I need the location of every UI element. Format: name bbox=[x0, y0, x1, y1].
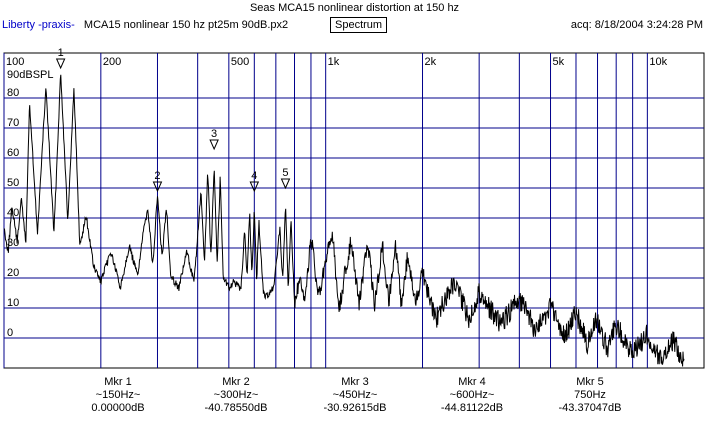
marker-readout-name: Mkr 4 bbox=[458, 376, 486, 388]
marker-label: 3 bbox=[211, 128, 217, 140]
marker-readout-name: Mkr 5 bbox=[576, 376, 604, 388]
file-name: MCA15 nonlinear 150 hz pt25m 90dB.px2 bbox=[83, 19, 289, 31]
marker-triangle bbox=[280, 178, 291, 190]
marker-triangle bbox=[249, 181, 260, 193]
view-badge[interactable]: Spectrum bbox=[330, 17, 388, 33]
marker-readout-value: 0.00000dB bbox=[91, 402, 145, 414]
y-tick-label: 10 bbox=[7, 297, 19, 309]
marker-readout-value: -44.81122dB bbox=[440, 402, 504, 414]
marker-readout-freq: ~150Hz~ bbox=[95, 389, 141, 401]
x-tick-label: 2k bbox=[425, 56, 437, 68]
marker-readout-name: Mkr 2 bbox=[222, 376, 250, 388]
chart-title: Seas MCA15 nonlinear distortion at 150 h… bbox=[249, 2, 460, 14]
acquisition-timestamp: acq: 8/18/2004 3:24:28 PM bbox=[570, 19, 703, 31]
marker-readout-2: Mkr 2 ~300Hz~ -40.78550dB bbox=[181, 376, 291, 415]
marker-readout-3: Mkr 3 ~450Hz~ -30.92615dB bbox=[300, 376, 410, 415]
marker-readout-name: Mkr 3 bbox=[341, 376, 369, 388]
y-axis-label: 90dBSPL bbox=[7, 69, 53, 81]
marker-readout-value: -40.78550dB bbox=[204, 402, 268, 414]
marker-label: 5 bbox=[282, 167, 288, 179]
marker-readout-value: -30.92615dB bbox=[323, 402, 387, 414]
x-tick-label: 10k bbox=[649, 56, 667, 68]
x-tick-label: 500 bbox=[231, 56, 249, 68]
y-tick-label: 40 bbox=[7, 207, 19, 219]
y-tick-label: 20 bbox=[7, 267, 19, 279]
marker-triangle bbox=[209, 139, 219, 151]
header-left: Liberty -praxis- MCA15 nonlinear 150 hz … bbox=[2, 19, 288, 31]
marker-readout-freq: 750Hz bbox=[574, 389, 606, 401]
marker-readout-freq: ~450Hz~ bbox=[332, 389, 378, 401]
y-tick-label: 70 bbox=[7, 117, 19, 129]
marker-readout-5: Mkr 5 750Hz -43.37047dB bbox=[535, 376, 645, 415]
y-tick-label: 0 bbox=[7, 327, 13, 339]
y-tick-label: 60 bbox=[7, 147, 19, 159]
marker-readout-freq: ~300Hz~ bbox=[213, 389, 259, 401]
marker-readout-value: -43.37047dB bbox=[558, 402, 622, 414]
marker-triangle bbox=[55, 58, 66, 70]
y-tick-label: 30 bbox=[7, 237, 19, 249]
marker-readout-name: Mkr 1 bbox=[104, 376, 132, 388]
marker-label: 2 bbox=[154, 170, 160, 182]
marker-triangle bbox=[152, 181, 163, 193]
marker-readout-1: Mkr 1 ~150Hz~ 0.00000dB bbox=[63, 376, 173, 415]
marker-label: 4 bbox=[251, 170, 257, 182]
x-tick-label: 100 bbox=[6, 56, 24, 68]
y-tick-label: 80 bbox=[7, 87, 19, 99]
y-tick-label: 50 bbox=[7, 177, 19, 189]
app-name: Liberty -praxis- bbox=[2, 19, 75, 31]
spectrum-trace bbox=[3, 74, 685, 367]
marker-label: 1 bbox=[58, 47, 64, 59]
x-tick-label: 1k bbox=[328, 56, 340, 68]
x-tick-label: 200 bbox=[103, 56, 121, 68]
marker-readout-4: Mkr 4 ~600Hz~ -44.81122dB bbox=[417, 376, 527, 415]
marker-readout-freq: ~600Hz~ bbox=[449, 389, 495, 401]
x-tick-label: 5k bbox=[553, 56, 565, 68]
